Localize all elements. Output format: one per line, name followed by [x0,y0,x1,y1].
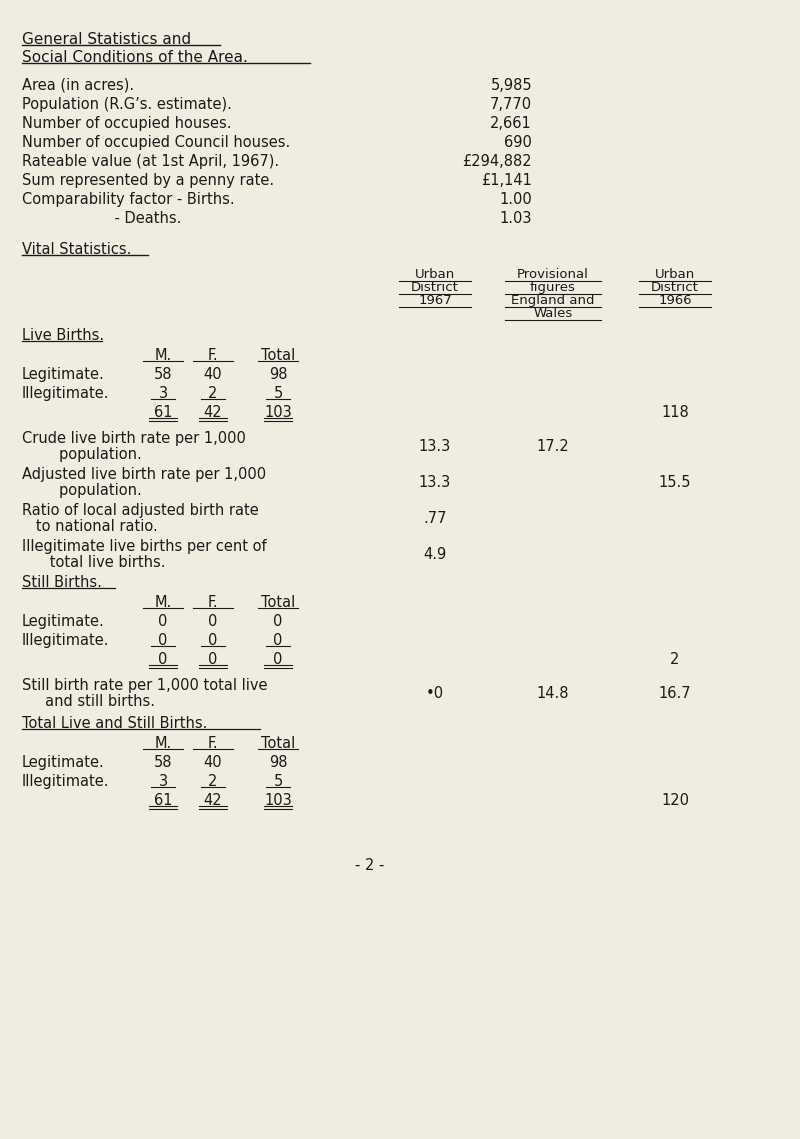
Text: 58: 58 [154,755,172,770]
Text: Total: Total [261,736,295,751]
Text: Total: Total [261,595,295,611]
Text: 0: 0 [208,652,218,667]
Text: Comparability factor - Births.: Comparability factor - Births. [22,192,234,207]
Text: Urban: Urban [655,268,695,281]
Text: 1967: 1967 [418,294,452,308]
Text: 0: 0 [158,633,168,648]
Text: M.: M. [154,595,172,611]
Text: 0: 0 [274,614,282,629]
Text: 42: 42 [204,793,222,808]
Text: F.: F. [208,595,218,611]
Text: 3: 3 [158,775,167,789]
Text: Crude live birth rate per 1,000: Crude live birth rate per 1,000 [22,431,246,446]
Text: 5: 5 [274,386,282,401]
Text: 2: 2 [208,386,218,401]
Text: .77: .77 [423,511,446,526]
Text: Adjusted live birth rate per 1,000: Adjusted live birth rate per 1,000 [22,467,266,482]
Text: F.: F. [208,349,218,363]
Text: 0: 0 [208,614,218,629]
Text: F.: F. [208,736,218,751]
Text: 1.00: 1.00 [499,192,532,207]
Text: population.: population. [22,483,142,498]
Text: 2: 2 [670,652,680,667]
Text: 15.5: 15.5 [658,475,691,490]
Text: total live births.: total live births. [22,555,166,570]
Text: Live Births.: Live Births. [22,328,104,343]
Text: 120: 120 [661,793,689,808]
Text: General Statistics and: General Statistics and [22,32,191,47]
Text: Sum represented by a penny rate.: Sum represented by a penny rate. [22,173,274,188]
Text: 14.8: 14.8 [537,686,570,700]
Text: Illegitimate.: Illegitimate. [22,386,110,401]
Text: Number of occupied houses.: Number of occupied houses. [22,116,231,131]
Text: 4.9: 4.9 [423,547,446,562]
Text: Illegitimate.: Illegitimate. [22,633,110,648]
Text: District: District [651,281,699,294]
Text: 118: 118 [661,405,689,420]
Text: 17.2: 17.2 [537,439,570,454]
Text: Population (R.G’s. estimate).: Population (R.G’s. estimate). [22,97,232,112]
Text: 103: 103 [264,405,292,420]
Text: Rateable value (at 1st April, 1967).: Rateable value (at 1st April, 1967). [22,154,279,169]
Text: Wales: Wales [534,308,573,320]
Text: to national ratio.: to national ratio. [22,519,158,534]
Text: 3: 3 [158,386,167,401]
Text: 40: 40 [204,367,222,382]
Text: 5: 5 [274,775,282,789]
Text: 0: 0 [274,652,282,667]
Text: 13.3: 13.3 [419,439,451,454]
Text: Still birth rate per 1,000 total live: Still birth rate per 1,000 total live [22,678,267,693]
Text: 0: 0 [208,633,218,648]
Text: £294,882: £294,882 [462,154,532,169]
Text: 1966: 1966 [658,294,692,308]
Text: 0: 0 [158,614,168,629]
Text: 7,770: 7,770 [490,97,532,112]
Text: 40: 40 [204,755,222,770]
Text: £1,141: £1,141 [481,173,532,188]
Text: 16.7: 16.7 [658,686,691,700]
Text: 58: 58 [154,367,172,382]
Text: 98: 98 [269,755,287,770]
Text: Illegitimate live births per cent of: Illegitimate live births per cent of [22,539,266,554]
Text: Total: Total [261,349,295,363]
Text: 5,985: 5,985 [490,77,532,93]
Text: 0: 0 [274,633,282,648]
Text: Number of occupied Council houses.: Number of occupied Council houses. [22,136,290,150]
Text: Illegitimate.: Illegitimate. [22,775,110,789]
Text: Provisional: Provisional [517,268,589,281]
Text: 61: 61 [154,405,172,420]
Text: population.: population. [22,446,142,462]
Text: District: District [411,281,459,294]
Text: Area (in acres).: Area (in acres). [22,77,134,93]
Text: - Deaths.: - Deaths. [22,211,182,226]
Text: Still Births.: Still Births. [22,575,102,590]
Text: 1.03: 1.03 [499,211,532,226]
Text: 42: 42 [204,405,222,420]
Text: Urban: Urban [415,268,455,281]
Text: Legitimate.: Legitimate. [22,614,105,629]
Text: Total Live and Still Births.: Total Live and Still Births. [22,716,207,731]
Text: Vital Statistics.: Vital Statistics. [22,241,131,257]
Text: England and: England and [511,294,594,308]
Text: M.: M. [154,736,172,751]
Text: Social Conditions of the Area.: Social Conditions of the Area. [22,50,248,65]
Text: - 2 -: - 2 - [355,858,385,872]
Text: •0: •0 [426,686,444,700]
Text: Legitimate.: Legitimate. [22,755,105,770]
Text: 61: 61 [154,793,172,808]
Text: Legitimate.: Legitimate. [22,367,105,382]
Text: 103: 103 [264,793,292,808]
Text: 98: 98 [269,367,287,382]
Text: 2: 2 [208,775,218,789]
Text: 690: 690 [504,136,532,150]
Text: M.: M. [154,349,172,363]
Text: 13.3: 13.3 [419,475,451,490]
Text: figures: figures [530,281,576,294]
Text: and still births.: and still births. [22,694,155,708]
Text: Ratio of local adjusted birth rate: Ratio of local adjusted birth rate [22,503,258,518]
Text: 2,661: 2,661 [490,116,532,131]
Text: 0: 0 [158,652,168,667]
